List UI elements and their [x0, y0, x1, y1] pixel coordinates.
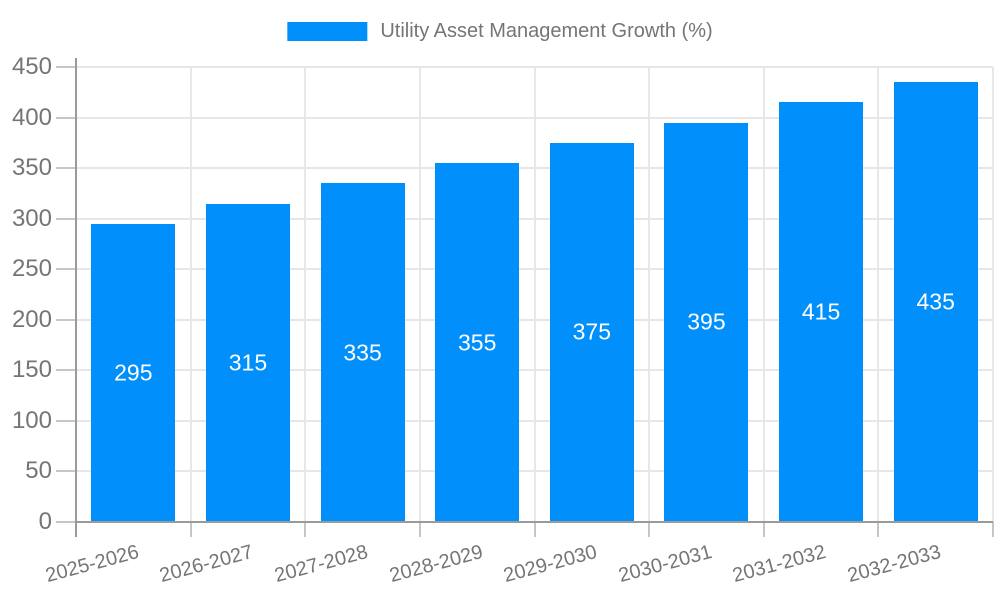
bar-value-label: 435: [916, 288, 955, 315]
bar-value-label: 315: [228, 349, 268, 376]
legend[interactable]: Utility Asset Management Growth (%): [287, 20, 713, 43]
x-axis-line: [75, 521, 993, 523]
bar-value-label: 395: [687, 308, 726, 335]
y-tick: [56, 217, 76, 220]
bar-value-label: 375: [572, 318, 611, 345]
bar-value-label: 415: [801, 298, 841, 325]
y-axis-tick-label: 100: [11, 406, 52, 434]
x-tick: [418, 522, 421, 537]
y-axis-tick-label: 200: [11, 305, 52, 333]
bar-value-label: 335: [343, 339, 382, 366]
y-tick: [56, 419, 76, 422]
y-tick: [56, 521, 76, 523]
v-gridline: [762, 67, 765, 522]
bar[interactable]: 335: [320, 183, 405, 522]
y-axis-tick-label: 450: [11, 53, 52, 80]
bar-value-label: 355: [458, 329, 497, 356]
y-axis-tick-label: 300: [11, 204, 52, 232]
y-axis-line: [75, 58, 77, 537]
x-tick: [189, 522, 192, 537]
x-tick: [877, 522, 880, 537]
x-tick: [304, 522, 307, 537]
bar[interactable]: 415: [779, 102, 864, 522]
v-gridline: [418, 67, 421, 522]
legend-label: Utility Asset Management Growth (%): [380, 20, 713, 42]
y-axis-tick-label: 350: [11, 154, 52, 182]
y-tick: [56, 268, 76, 271]
v-gridline: [648, 67, 651, 522]
bar[interactable]: 355: [435, 163, 520, 522]
v-gridline: [877, 67, 880, 522]
bar-value-label: 295: [114, 359, 153, 386]
x-axis-category-label: 2028-2029: [386, 541, 485, 588]
bar[interactable]: 375: [549, 142, 634, 522]
y-tick: [56, 470, 76, 473]
y-tick: [56, 318, 76, 321]
v-gridline: [189, 67, 192, 522]
y-tick: [56, 116, 76, 119]
y-axis-tick-label: 250: [11, 255, 52, 283]
v-gridline: [533, 67, 536, 522]
x-axis-category-label: 2025-2026: [42, 541, 142, 588]
v-gridline: [992, 67, 994, 522]
y-axis-tick-label: 400: [11, 103, 52, 131]
x-axis-category-label: 2031-2032: [730, 541, 829, 588]
y-axis-tick-label: 0: [38, 508, 52, 535]
bar[interactable]: 435: [893, 82, 978, 522]
y-tick: [56, 167, 76, 170]
bar[interactable]: 315: [205, 203, 290, 522]
x-tick: [992, 522, 994, 537]
y-tick: [56, 369, 76, 372]
x-axis-category-label: 2026-2027: [157, 541, 256, 588]
y-tick: [56, 66, 76, 68]
v-gridline: [304, 67, 307, 522]
x-tick: [762, 522, 765, 537]
x-axis-category-label: 2027-2028: [272, 541, 371, 588]
bar[interactable]: 295: [91, 223, 176, 522]
y-axis-tick-label: 50: [25, 457, 52, 485]
x-axis-category-label: 2030-2031: [616, 541, 715, 588]
x-axis-category-label: 2029-2030: [501, 541, 600, 588]
bar[interactable]: 395: [664, 122, 749, 522]
x-tick: [533, 522, 536, 537]
y-axis-tick-label: 150: [11, 356, 52, 384]
x-axis-category-label: 2032-2033: [845, 541, 944, 588]
legend-swatch: [287, 22, 368, 41]
x-tick: [648, 522, 651, 537]
